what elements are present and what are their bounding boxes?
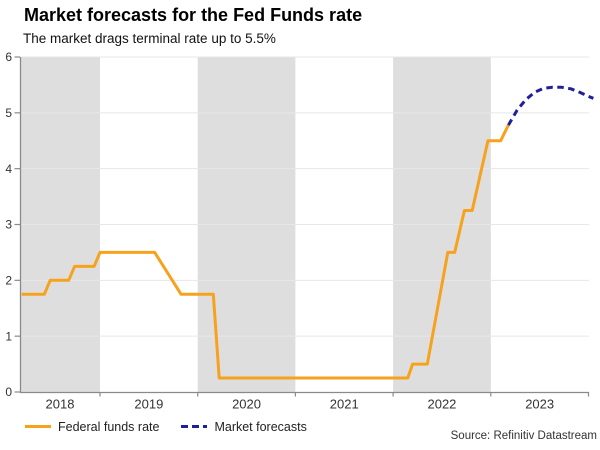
x-axis-year-label: 2022	[427, 397, 456, 412]
legend-label-federal-funds-rate: Federal funds rate	[58, 419, 160, 434]
legend-label-market-forecasts: Market forecasts	[214, 419, 307, 434]
y-axis-tick-label: 5	[5, 106, 12, 120]
solid-line-swatch-icon	[25, 425, 51, 428]
x-axis-year-label: 2021	[330, 397, 359, 412]
source-credit: Source: Refinitiv Datastream	[450, 430, 597, 442]
y-axis-tick-label: 1	[5, 329, 12, 343]
chart-subtitle: The market drags terminal rate up to 5.5…	[23, 31, 276, 46]
legend-item-market-forecasts: Market forecasts	[181, 419, 307, 434]
legend-item-federal-funds-rate: Federal funds rate	[25, 419, 159, 434]
y-axis-tick-label: 2	[5, 274, 12, 288]
x-axis-year-label: 2020	[232, 397, 261, 412]
x-axis-year-label: 2018	[46, 397, 75, 412]
federal-funds-rate-line	[21, 124, 510, 380]
y-axis-tick-label: 0	[5, 385, 12, 399]
x-axis-year-label: 2023	[525, 397, 554, 412]
market-forecasts-line	[507, 85, 594, 126]
legend: Federal funds rate Market forecasts	[25, 419, 307, 434]
chart-title: Market forecasts for the Fed Funds rate	[24, 5, 363, 25]
y-axis-tick-label: 3	[5, 218, 12, 232]
y-axis-tick-label: 4	[5, 162, 12, 176]
y-axis-tick-label: 6	[5, 50, 12, 64]
dashed-line-swatch-icon	[181, 425, 208, 428]
x-axis-year-label: 2019	[134, 397, 163, 412]
